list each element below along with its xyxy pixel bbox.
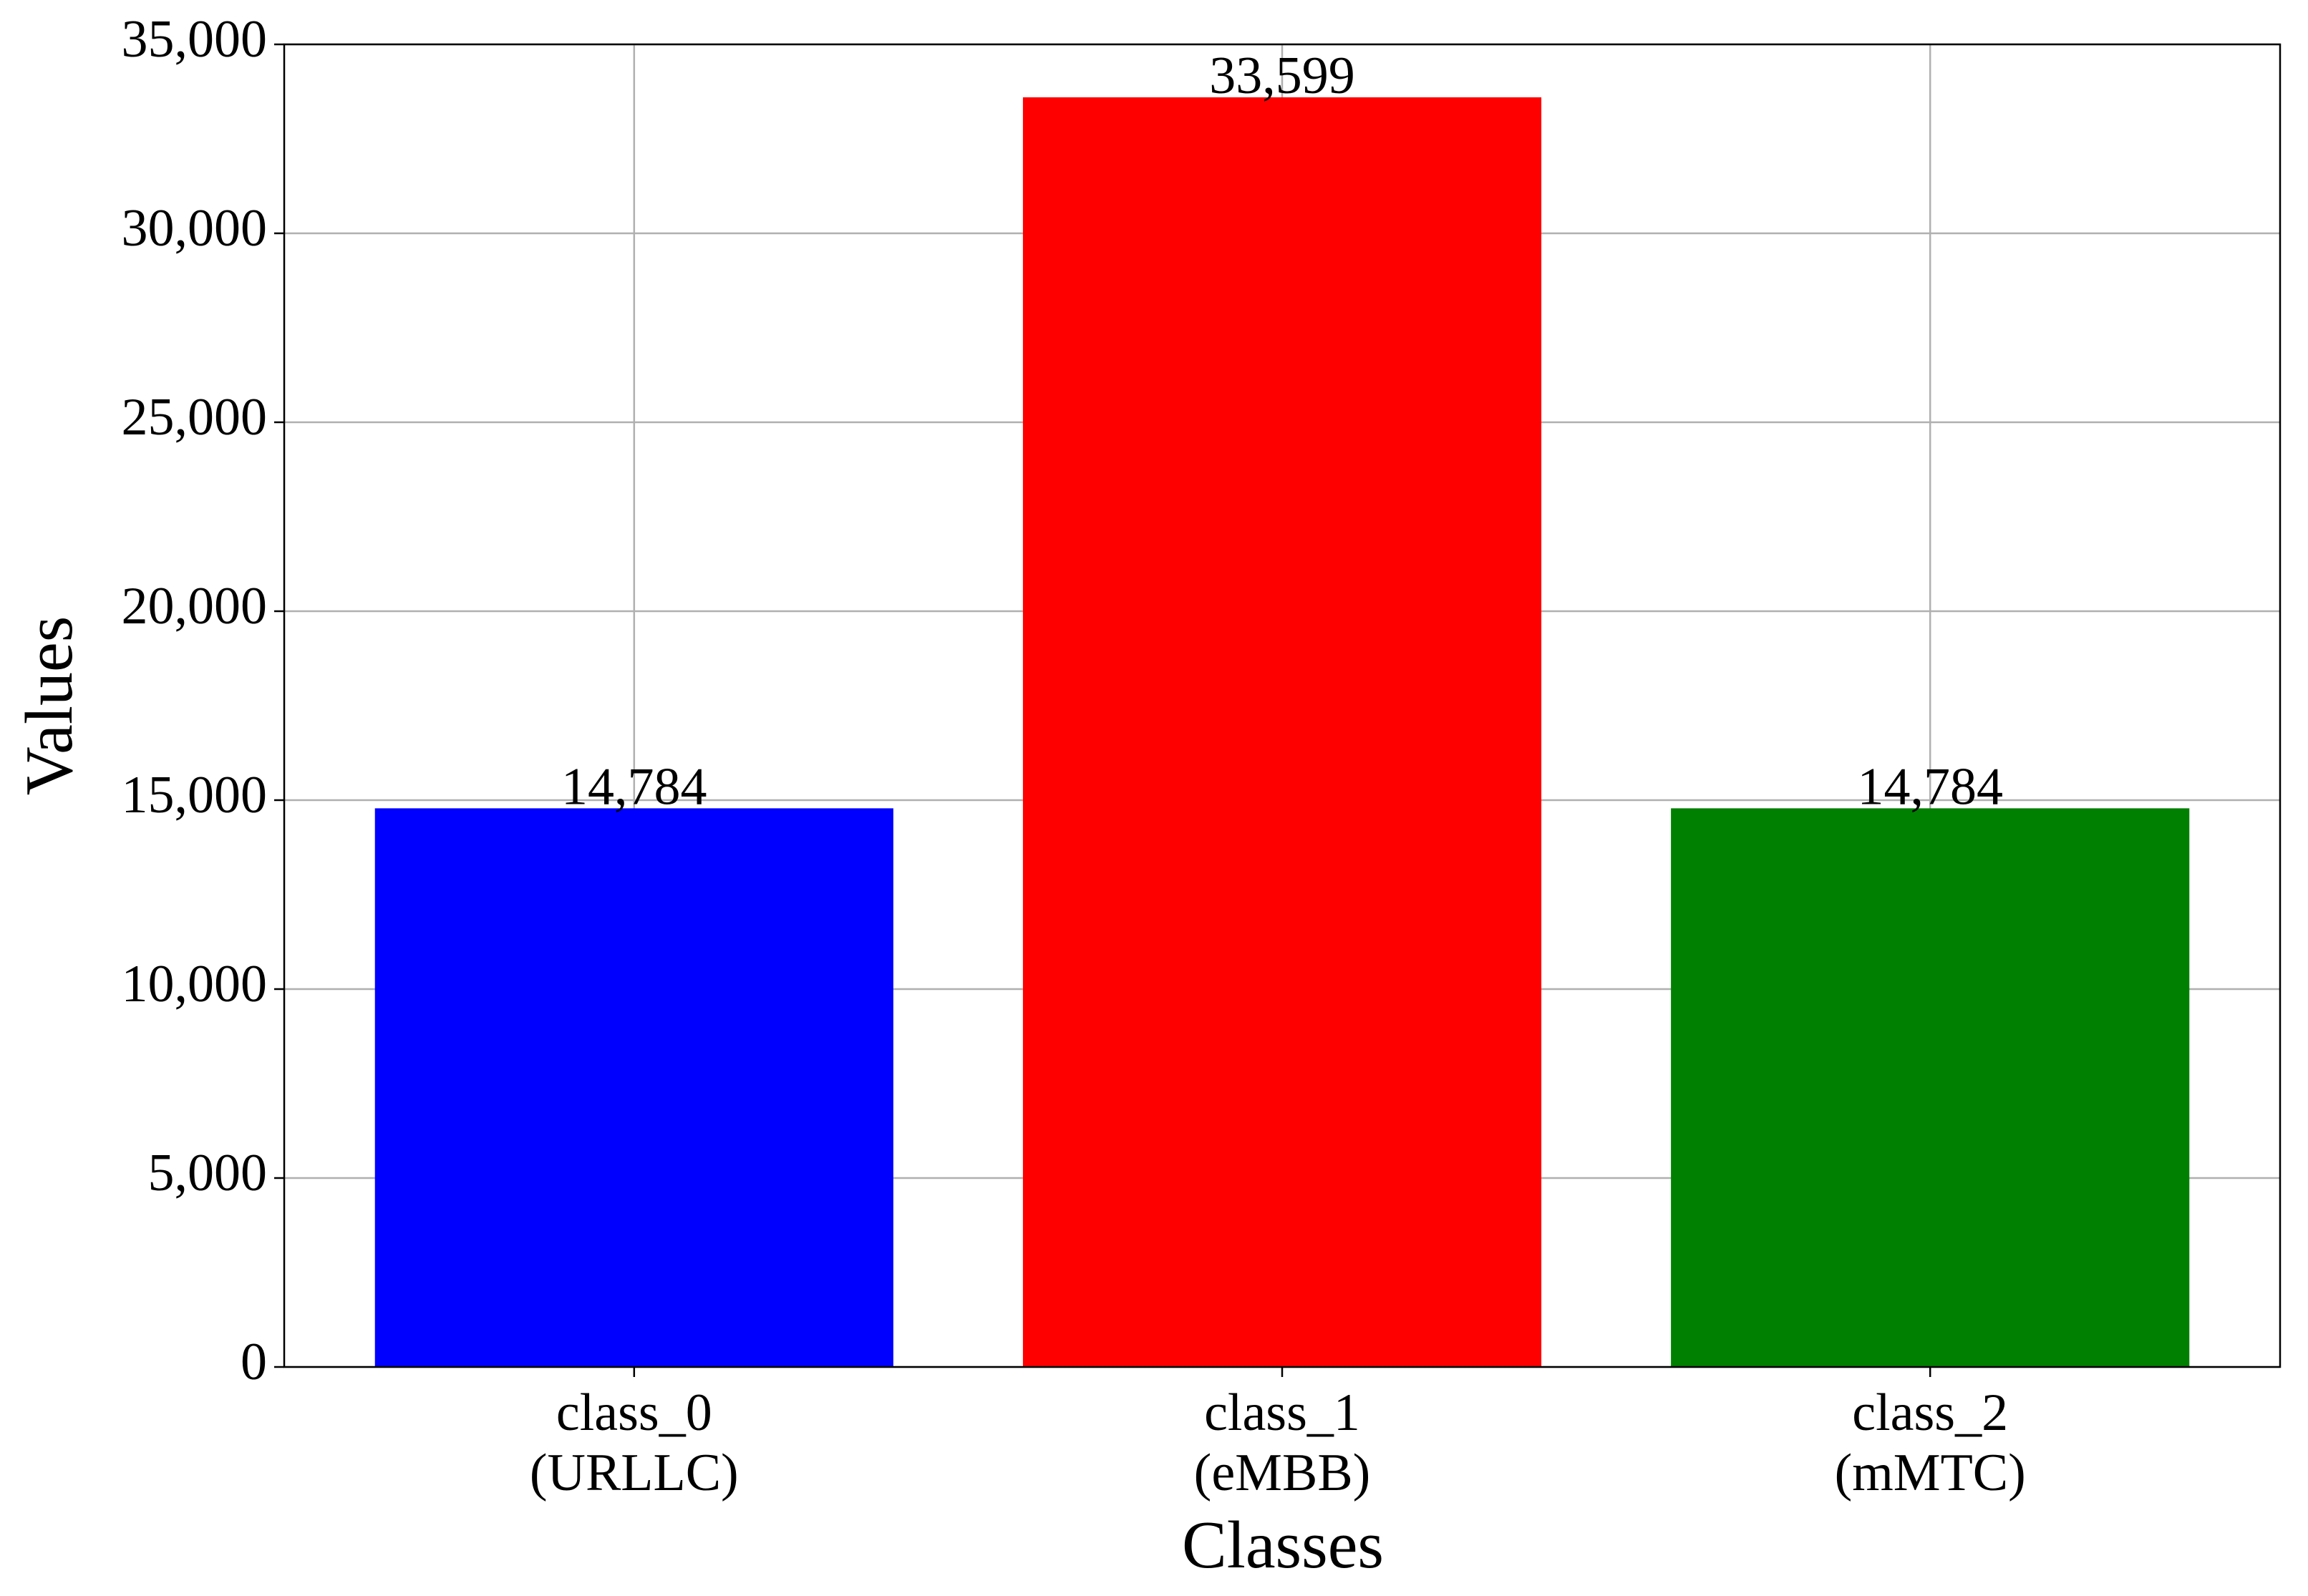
y-tick-label: 5,000 bbox=[148, 1144, 268, 1202]
bar bbox=[1671, 808, 2190, 1367]
y-tick-label: 35,000 bbox=[122, 10, 268, 69]
y-tick-label: 30,000 bbox=[122, 199, 268, 258]
y-tick-label: 10,000 bbox=[122, 955, 268, 1013]
plot-frame bbox=[283, 43, 2282, 1368]
bar bbox=[1022, 97, 1542, 1368]
y-tick-label: 20,000 bbox=[122, 577, 268, 636]
bar bbox=[374, 808, 893, 1367]
data-label: 14,784 bbox=[1857, 757, 2003, 816]
y-tick-label: 0 bbox=[241, 1333, 267, 1391]
x-axis-label: Classes bbox=[1182, 1508, 1384, 1582]
x-tick-label: class_1 (eMBB) bbox=[1193, 1383, 1371, 1502]
y-tick-label: 15,000 bbox=[122, 766, 268, 824]
y-tick-label: 25,000 bbox=[122, 388, 268, 447]
x-tick-label: class_0 (URLLC) bbox=[529, 1383, 739, 1502]
x-tick-label: class_2 (mMTC) bbox=[1834, 1383, 2026, 1502]
data-label: 33,599 bbox=[1209, 47, 1355, 105]
y-axis-label: Values bbox=[12, 616, 87, 796]
data-label: 14,784 bbox=[561, 757, 707, 816]
